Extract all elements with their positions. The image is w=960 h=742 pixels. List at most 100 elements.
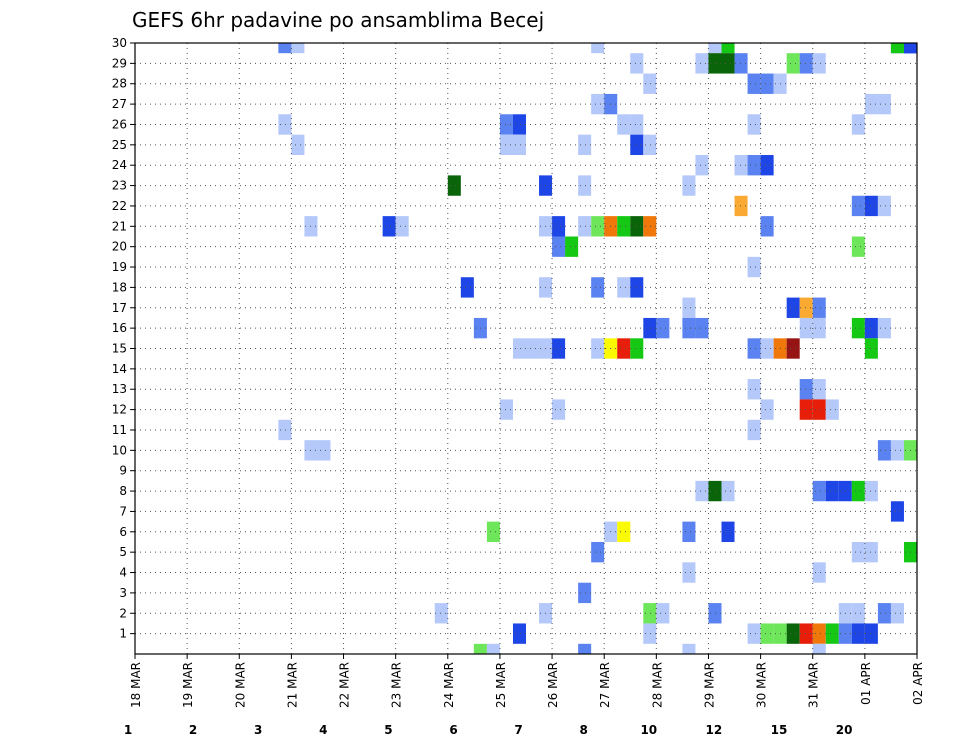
heatmap-cell [512,338,526,359]
legend-label: 20 [836,723,853,737]
heatmap-cell [708,603,722,624]
legend-label: 10 [640,723,657,737]
heatmap-cell [643,603,657,624]
heatmap-cell [812,317,826,339]
heatmap-cell [799,623,813,644]
y-tick-label: 4 [119,566,127,580]
heatmap-cell [825,399,839,420]
legend-label: 8 [580,723,588,737]
heatmap-cell [552,216,566,237]
legend-label: 3 [254,723,262,737]
y-tick-label: 15 [112,342,127,356]
heatmap-cell [864,93,878,115]
x-tick-label: 01 APR [859,662,873,705]
color-legend: 1 2 3 4 5 6 7 8 10 12 15 20 [124,723,853,737]
heatmap-cell [812,297,826,318]
y-tick-label: 14 [112,362,127,376]
heatmap-cell [812,623,826,644]
heatmap-cell [786,53,800,74]
heatmap-cell [851,623,865,644]
y-tick-label: 2 [119,606,127,620]
heatmap-cell [682,297,696,318]
heatmap-cell [617,338,631,359]
y-tick-label: 7 [119,504,127,518]
heatmap-cell [278,419,292,441]
heatmap-cell [486,643,500,654]
heatmap-cell [903,43,917,54]
heatmap-cell [630,338,644,359]
y-tick-label: 18 [112,280,127,294]
heatmap-cell [890,440,904,461]
legend-label: 12 [706,723,723,737]
heatmap-cell [760,216,774,237]
heatmap-cell [578,582,592,604]
heatmap-cell [578,134,592,156]
heatmap-cell [851,541,865,563]
heatmap-cell [786,623,800,644]
heatmap-cell [499,399,513,420]
y-tick-label: 25 [112,138,127,152]
heatmap-cell [630,114,644,135]
cells-layer [278,43,917,654]
heatmap-cell [747,114,761,135]
heatmap-cell [591,93,605,115]
heatmap-cell [317,440,331,461]
heatmap-cell [291,43,305,54]
y-tick-label: 8 [119,484,127,498]
heatmap-cell [760,338,774,359]
x-tick-label: 25 MAR [494,662,508,708]
heatmap-cell [851,114,865,135]
y-tick-label: 12 [112,403,127,417]
y-tick-label: 20 [112,240,127,254]
heatmap-cell [877,317,891,339]
heatmap-cell [864,480,878,502]
y-tick-label: 22 [112,199,127,213]
heatmap-cell [630,53,644,74]
heatmap-cell [643,216,657,237]
heatmap-cell [578,643,592,654]
heatmap-cell [278,43,292,54]
heatmap-cell [473,643,487,654]
heatmap-cell [682,175,696,196]
heatmap-cell [760,73,774,94]
heatmap-cell [890,603,904,624]
heatmap-cell [695,155,709,176]
heatmap-cell [552,399,566,420]
y-tick-label: 9 [119,464,127,478]
x-tick-label: 27 MAR [598,662,612,708]
heatmap-cell [278,114,292,135]
heatmap-cell [877,195,891,217]
heatmap-cell [552,236,566,257]
heatmap-cell [747,623,761,644]
heatmap-cell [695,317,709,339]
heatmap-cell [643,317,657,339]
y-tick-label: 16 [112,321,127,335]
heatmap-cell [799,379,813,400]
heatmap-cell [812,480,826,502]
legend-label: 15 [771,723,788,737]
heatmap-cell [499,114,513,135]
heatmap-cell [591,277,605,298]
x-tick-label: 31 MAR [807,662,821,708]
heatmap-cell [799,53,813,74]
heatmap-cell [512,623,526,644]
heatmap-cell [630,277,644,298]
x-axis: 18 MAR 19 MAR 20 MAR 21 MAR 22 MAR 23 MAR 24 M… [129,654,925,708]
legend-label: 7 [514,723,522,737]
y-tick-label: 27 [112,97,127,111]
heatmap-cell [864,623,878,644]
heatmap-cell [760,155,774,176]
x-tick-label: 24 MAR [442,662,456,708]
heatmap-cell [682,317,696,339]
legend-label: 4 [319,723,327,737]
y-tick-label: 3 [119,586,127,600]
y-tick-label: 24 [112,158,127,172]
heatmap-cell [760,623,774,644]
heatmap-cell [864,195,878,217]
heatmap-cell [747,155,761,176]
heatmap-cell [747,73,761,94]
heatmap-cell [721,480,735,502]
heatmap-cell [864,541,878,563]
x-tick-label: 30 MAR [755,662,769,708]
heatmap-cell [786,297,800,318]
